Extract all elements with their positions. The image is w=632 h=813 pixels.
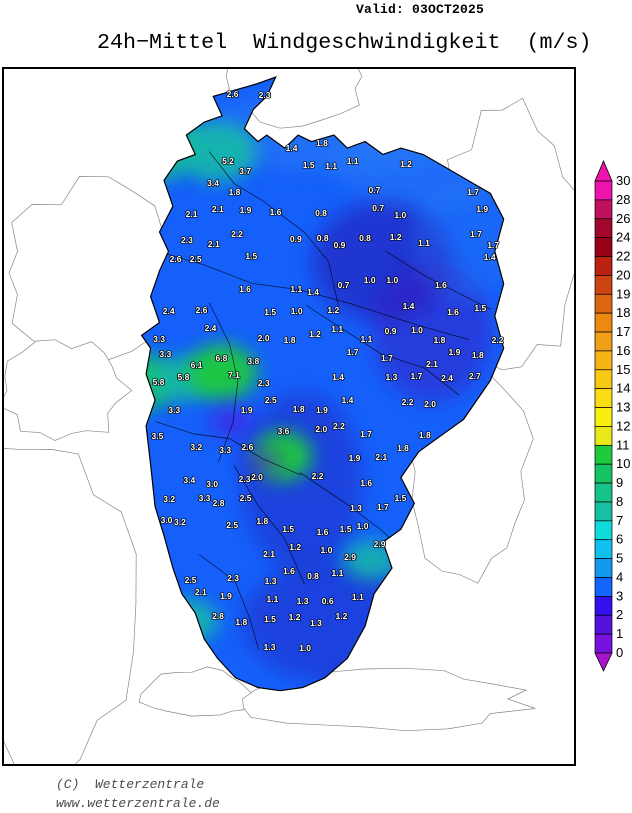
svg-text:20: 20 (616, 267, 630, 282)
svg-text:13: 13 (616, 400, 630, 415)
svg-text:11: 11 (616, 437, 630, 452)
svg-text:22: 22 (616, 249, 630, 264)
svg-text:10: 10 (616, 456, 630, 471)
svg-text:4: 4 (616, 570, 623, 585)
svg-text:3: 3 (616, 588, 623, 603)
svg-text:16: 16 (616, 343, 630, 358)
svg-text:6: 6 (616, 532, 623, 547)
svg-text:7: 7 (616, 513, 623, 528)
svg-text:12: 12 (616, 418, 630, 433)
svg-text:17: 17 (616, 324, 630, 339)
svg-text:15: 15 (616, 362, 630, 377)
svg-text:0: 0 (616, 645, 623, 660)
svg-text:28: 28 (616, 192, 630, 207)
svg-text:1: 1 (616, 626, 623, 641)
svg-text:24: 24 (616, 230, 630, 245)
svg-text:2: 2 (616, 607, 623, 622)
svg-text:19: 19 (616, 286, 630, 301)
svg-text:14: 14 (616, 381, 630, 396)
svg-text:5: 5 (616, 551, 623, 566)
svg-text:26: 26 (616, 211, 630, 226)
svg-text:30: 30 (616, 173, 630, 188)
svg-text:9: 9 (616, 475, 623, 490)
svg-text:8: 8 (616, 494, 623, 509)
svg-text:18: 18 (616, 305, 630, 320)
